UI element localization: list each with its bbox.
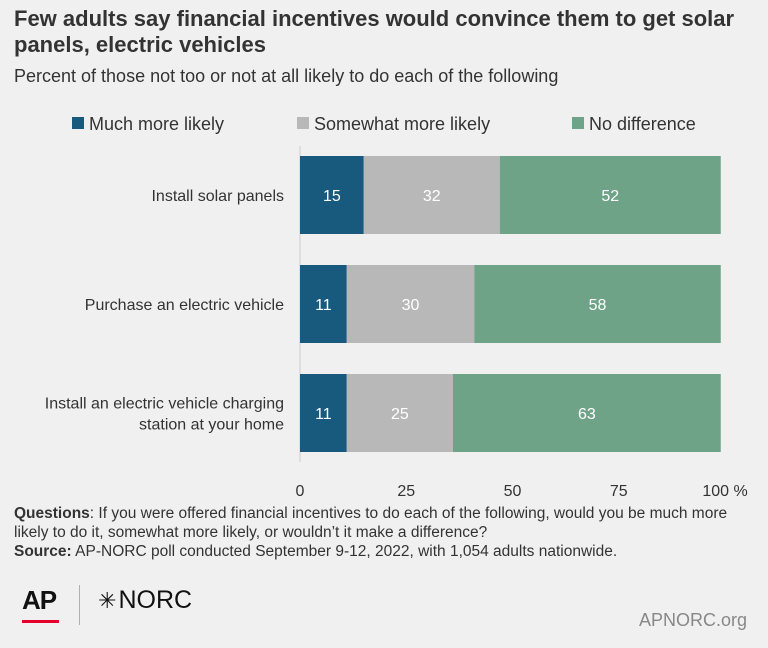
data-label-0-0: 15 xyxy=(323,188,341,205)
source-label: Source: xyxy=(14,543,72,560)
data-label-0-1: 32 xyxy=(423,188,441,205)
x-tick-label-2: 50 xyxy=(504,483,522,500)
legend-item-somewhat-more-likely: Somewhat more likely xyxy=(297,113,490,135)
logo-divider xyxy=(79,585,80,625)
chart-title: Few adults say financial incentives woul… xyxy=(14,6,735,57)
legend-item-no-difference: No difference xyxy=(572,113,696,135)
legend-label-much: Much more likely xyxy=(89,114,225,134)
questions-text: : If you were offered financial incentiv… xyxy=(14,505,728,541)
x-tick-label-4: 100 % xyxy=(702,483,747,500)
x-tick-label-1: 25 xyxy=(397,483,415,500)
bar-0-1 xyxy=(363,156,500,234)
data-label-1-0: 11 xyxy=(315,297,332,314)
site-url: APNORC.org xyxy=(638,610,747,630)
x-tick-label-0: 0 xyxy=(296,483,305,500)
questions-label: Questions xyxy=(14,505,90,522)
bar-1-1 xyxy=(346,265,475,343)
category-label-1-0: Purchase an electric vehicle xyxy=(85,297,284,314)
category-label-2-1: station at your home xyxy=(139,417,284,434)
category-label-2-0: Install an electric vehicle charging xyxy=(45,396,284,413)
bar-0-0 xyxy=(300,156,364,234)
legend-item-much-more-likely: Much more likely xyxy=(72,113,224,135)
ap-logo-underline xyxy=(22,620,59,623)
ap-logo: AP xyxy=(22,585,57,615)
legend-swatch-nodiff xyxy=(572,117,584,130)
stacked-bar-chart: 15 32 52 Install solar panels 11 30 58 Purchase… xyxy=(45,146,748,500)
legend: Much more likely Somewhat more likely No… xyxy=(0,113,768,135)
questions-note: Questions: If you were offered financial… xyxy=(14,504,759,542)
category-label-0-0: Install solar panels xyxy=(151,188,284,205)
norc-logo-text: NORC xyxy=(118,586,193,614)
legend-swatch-much xyxy=(72,117,84,130)
bar-0-2 xyxy=(499,156,721,234)
bar-1-0 xyxy=(300,265,347,343)
source-note: Source: AP-NORC poll conducted September… xyxy=(14,542,759,561)
norc-logo: ✳NORC xyxy=(98,585,192,616)
source-text: AP-NORC poll conducted September 9-12, 2… xyxy=(71,543,618,560)
chart-subtitle: Percent of those not too or not at all l… xyxy=(14,66,559,86)
bar-2-1 xyxy=(346,374,453,452)
data-label-2-0: 11 xyxy=(315,406,332,423)
bar-1-2 xyxy=(474,265,721,343)
data-label-1-2: 58 xyxy=(589,297,607,314)
legend-swatch-somewhat xyxy=(297,117,309,130)
x-tick-label-3: 75 xyxy=(610,483,628,500)
bar-2-0 xyxy=(300,374,347,452)
legend-label-nodiff: No difference xyxy=(589,114,696,134)
norc-star-icon: ✳ xyxy=(98,588,117,613)
data-label-2-1: 25 xyxy=(391,406,409,423)
data-label-2-2: 63 xyxy=(578,406,596,423)
data-label-1-1: 30 xyxy=(402,297,420,314)
data-label-0-2: 52 xyxy=(601,188,619,205)
bar-2-2 xyxy=(453,374,721,452)
footer-notes: Questions: If you were offered financial… xyxy=(14,504,759,561)
legend-label-somewhat: Somewhat more likely xyxy=(314,114,491,134)
